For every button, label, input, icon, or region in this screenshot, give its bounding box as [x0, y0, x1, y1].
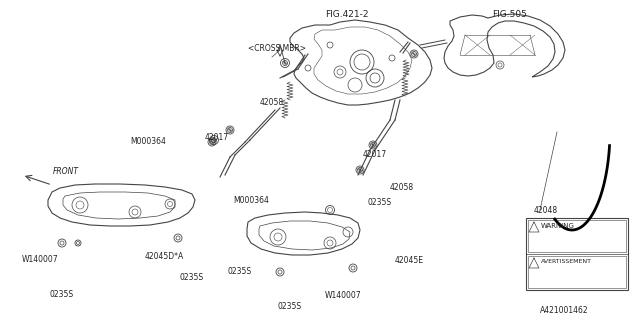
Text: 42058: 42058 — [390, 183, 414, 192]
Text: WARNING: WARNING — [541, 223, 575, 229]
Text: 42045E: 42045E — [395, 256, 424, 265]
Polygon shape — [63, 192, 175, 219]
Polygon shape — [290, 20, 432, 105]
Bar — [528, 256, 626, 288]
Text: 0235S: 0235S — [368, 198, 392, 207]
Text: <CROSS MBR>: <CROSS MBR> — [248, 44, 306, 53]
Text: 0235S: 0235S — [228, 267, 252, 276]
Text: M000364: M000364 — [233, 196, 269, 205]
Bar — [528, 220, 626, 252]
Text: 42045D*A: 42045D*A — [145, 252, 184, 261]
Polygon shape — [247, 212, 360, 255]
Text: 0235S: 0235S — [180, 273, 204, 282]
Text: 42058: 42058 — [260, 98, 284, 107]
Text: W140007: W140007 — [22, 255, 59, 264]
Polygon shape — [259, 221, 350, 250]
Polygon shape — [444, 14, 565, 77]
Text: 0235S: 0235S — [278, 302, 302, 311]
Text: A421001462: A421001462 — [540, 306, 589, 315]
Text: 42017: 42017 — [363, 150, 387, 159]
Bar — [526, 218, 628, 290]
Text: 42048: 42048 — [534, 206, 558, 215]
Text: 42017: 42017 — [205, 133, 229, 142]
Text: 0235S: 0235S — [50, 290, 74, 299]
Text: AVERTISSEMENT: AVERTISSEMENT — [541, 259, 592, 264]
Text: FIG.505: FIG.505 — [492, 10, 527, 19]
Text: M000364: M000364 — [130, 137, 166, 146]
Text: FRONT: FRONT — [53, 167, 79, 176]
Polygon shape — [48, 184, 195, 226]
Text: FIG.421-2: FIG.421-2 — [325, 10, 369, 19]
Text: W140007: W140007 — [325, 291, 362, 300]
